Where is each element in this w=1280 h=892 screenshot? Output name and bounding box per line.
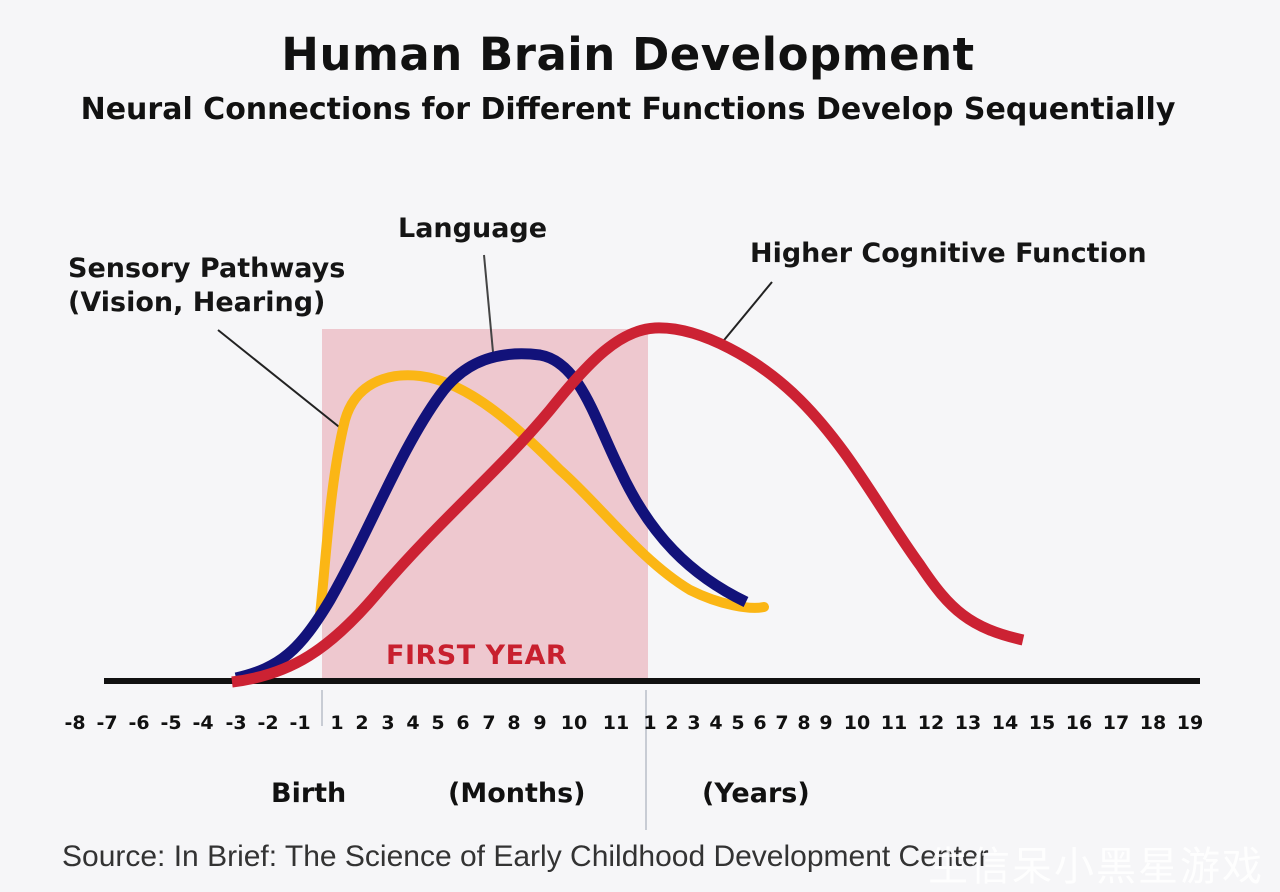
tick-label: -7	[96, 712, 118, 734]
tick-label: 15	[1028, 712, 1056, 734]
language-label: Language	[398, 213, 548, 244]
tick-label: 17	[1102, 712, 1130, 734]
tick-label: 8	[507, 712, 521, 734]
tick-label: 4	[709, 712, 723, 734]
tick-label: 5	[431, 712, 445, 734]
higher-leader-line	[719, 281, 773, 346]
tick-label: 1	[643, 712, 657, 734]
tick-label: 7	[482, 712, 496, 734]
tick-label: 10	[560, 712, 588, 734]
higher-cognitive-curve	[231, 322, 1025, 688]
tick-label: -2	[257, 712, 279, 734]
tick-label: 10	[843, 712, 871, 734]
tick-label: 13	[954, 712, 982, 734]
sensory-label-line2: (Vision, Hearing)	[68, 287, 326, 318]
sensory-label: Sensory Pathways (Vision, Hearing)	[68, 252, 345, 320]
tick-label: 2	[665, 712, 679, 734]
tick-label: 7	[775, 712, 789, 734]
tick-label: 8	[797, 712, 811, 734]
tick-label: 16	[1065, 712, 1093, 734]
language-leader-line	[483, 254, 494, 353]
tick-label: -1	[289, 712, 311, 734]
tick-label: 11	[602, 712, 630, 734]
tick-label: 9	[819, 712, 833, 734]
higher-cognitive-label: Higher Cognitive Function	[750, 238, 1147, 269]
tick-label: 11	[880, 712, 908, 734]
chart-title: Human Brain Development	[281, 28, 975, 81]
tick-label: 6	[456, 712, 470, 734]
tick-label: 3	[381, 712, 395, 734]
tick-label: 6	[753, 712, 767, 734]
tick-label: 9	[533, 712, 547, 734]
sensory-label-line1: Sensory Pathways	[68, 253, 346, 284]
source-caption: Source: In Brief: The Science of Early C…	[62, 840, 989, 873]
tick-label: 19	[1176, 712, 1204, 734]
tick-label: 1	[330, 712, 344, 734]
chart-subtitle: Neural Connections for Different Functio…	[80, 92, 1176, 127]
watermark: 生信呆小黑星游戏	[928, 844, 1264, 890]
tick-label: 14	[991, 712, 1019, 734]
tick-label: -6	[128, 712, 150, 734]
tick-label: 3	[687, 712, 701, 734]
language-curve	[234, 348, 749, 684]
first-year-label: FIRST YEAR	[386, 640, 568, 671]
birth-label: Birth	[271, 778, 347, 809]
tick-label: -4	[192, 712, 214, 734]
tick-label: 12	[917, 712, 945, 734]
tick-label: -3	[225, 712, 247, 734]
sensory-leader-line	[217, 329, 344, 431]
tick-label: -5	[160, 712, 182, 734]
tick-label: 4	[406, 712, 420, 734]
months-label: (Months)	[448, 778, 586, 809]
tick-label: 18	[1139, 712, 1167, 734]
sensory-curve	[315, 370, 769, 620]
years-label: (Years)	[702, 778, 810, 809]
tick-label: 5	[731, 712, 745, 734]
tick-label: -8	[64, 712, 86, 734]
tick-label: 2	[355, 712, 369, 734]
